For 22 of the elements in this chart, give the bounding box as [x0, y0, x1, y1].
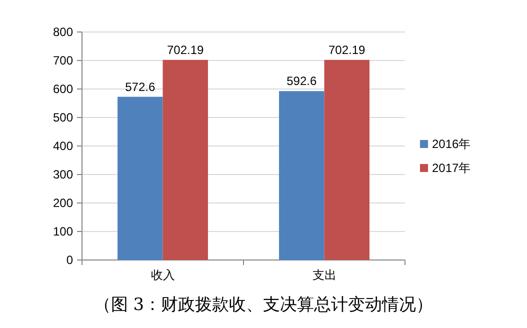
text: （图 3：财政拨款收、支决算总计变动情况）	[94, 295, 434, 315]
legend-label: 2017年	[432, 161, 471, 175]
y-tick-label: 0	[66, 253, 74, 267]
bar	[118, 96, 163, 260]
y-tick-label: 400	[52, 139, 74, 153]
data-label: 572.6	[125, 80, 156, 94]
data-label: 702.19	[167, 42, 204, 57]
y-tick-label: 200	[52, 196, 74, 210]
y-tick-label: 600	[52, 82, 74, 96]
x-tick-label: 支出	[312, 268, 336, 282]
data-label: 702.19	[328, 42, 366, 57]
x-tick-label: 收入	[150, 268, 175, 282]
legend-label: 2016年	[432, 137, 471, 151]
y-tick-label: 700	[52, 54, 74, 68]
y-tick-label: 300	[52, 168, 74, 182]
y-tick-label: 100	[52, 224, 74, 238]
y-tick-label: 800	[52, 25, 74, 39]
bar	[279, 91, 324, 260]
y-tick-label: 500	[52, 110, 74, 124]
data-label: 592.6	[286, 74, 317, 88]
bar	[162, 60, 208, 260]
bar	[324, 60, 370, 260]
